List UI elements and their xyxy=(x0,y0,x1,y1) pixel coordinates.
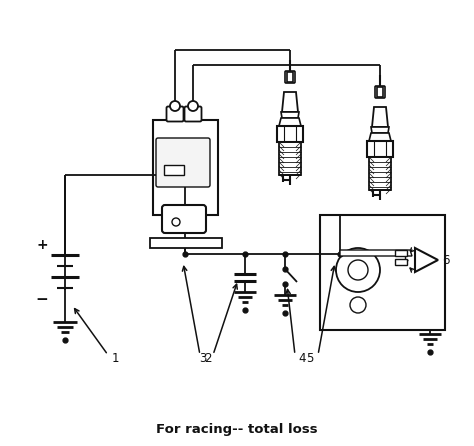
Polygon shape xyxy=(371,127,389,133)
Polygon shape xyxy=(340,250,412,256)
Bar xyxy=(369,157,391,190)
Polygon shape xyxy=(277,126,303,142)
Text: 3: 3 xyxy=(200,351,207,364)
Text: 6: 6 xyxy=(442,253,449,267)
Bar xyxy=(320,215,445,330)
Circle shape xyxy=(172,218,180,226)
Bar xyxy=(279,142,301,175)
Circle shape xyxy=(170,101,180,111)
Circle shape xyxy=(350,297,366,313)
Polygon shape xyxy=(369,133,391,141)
Text: For racing-- total loss: For racing-- total loss xyxy=(156,424,318,437)
Circle shape xyxy=(348,260,368,280)
Polygon shape xyxy=(367,141,393,157)
FancyBboxPatch shape xyxy=(156,138,210,187)
Bar xyxy=(395,259,407,265)
Text: 1: 1 xyxy=(112,351,119,364)
Bar xyxy=(164,165,184,175)
Bar xyxy=(150,238,222,248)
FancyBboxPatch shape xyxy=(285,71,295,83)
Bar xyxy=(153,120,218,215)
Polygon shape xyxy=(377,87,383,97)
Polygon shape xyxy=(415,248,438,272)
Polygon shape xyxy=(279,118,301,126)
Text: +: + xyxy=(36,238,48,252)
Text: 2: 2 xyxy=(204,351,211,364)
Polygon shape xyxy=(282,92,298,112)
Bar xyxy=(395,250,407,256)
FancyBboxPatch shape xyxy=(162,205,206,233)
Circle shape xyxy=(336,248,380,292)
Polygon shape xyxy=(372,107,388,127)
FancyBboxPatch shape xyxy=(166,107,183,121)
FancyBboxPatch shape xyxy=(375,86,385,98)
Text: −: − xyxy=(36,293,48,307)
Polygon shape xyxy=(287,72,293,82)
Text: 4: 4 xyxy=(298,351,306,364)
Circle shape xyxy=(188,101,198,111)
Polygon shape xyxy=(281,112,299,118)
Text: 5: 5 xyxy=(307,351,314,364)
FancyBboxPatch shape xyxy=(184,107,201,121)
